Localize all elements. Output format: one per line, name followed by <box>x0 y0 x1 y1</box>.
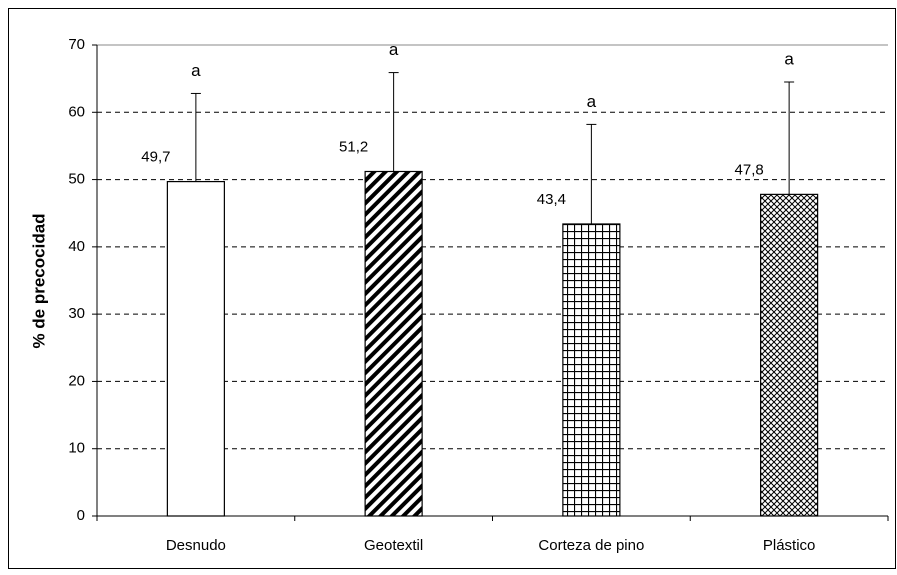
bar <box>166 180 225 517</box>
x-tick-label: Plástico <box>763 537 816 554</box>
y-tick-label: 10 <box>68 440 85 457</box>
y-tick-label: 60 <box>68 103 85 120</box>
value-label: 43,4 <box>537 191 566 208</box>
value-label: 47,8 <box>735 161 764 178</box>
x-tick-label: Geotextil <box>364 537 423 554</box>
bar <box>760 193 819 517</box>
y-tick-label: 20 <box>68 372 85 389</box>
bar <box>562 223 621 517</box>
bar <box>364 170 423 517</box>
y-tick-label: 50 <box>68 171 85 188</box>
significance-letter: a <box>587 92 597 111</box>
x-tick-label: Desnudo <box>166 537 226 554</box>
y-tick-label: 70 <box>68 36 85 53</box>
x-tick-label: Corteza de pino <box>538 537 644 554</box>
chart-frame <box>8 8 896 569</box>
value-label: 49,7 <box>141 149 170 166</box>
y-tick-label: 0 <box>77 507 85 524</box>
significance-letter: a <box>191 61 201 80</box>
value-label: 51,2 <box>339 138 368 155</box>
y-axis-label: % de precocidad <box>29 213 48 348</box>
significance-letter: a <box>389 40 399 59</box>
significance-letter: a <box>784 49 794 68</box>
y-tick-label: 40 <box>68 238 85 255</box>
y-tick-label: 30 <box>68 305 85 322</box>
